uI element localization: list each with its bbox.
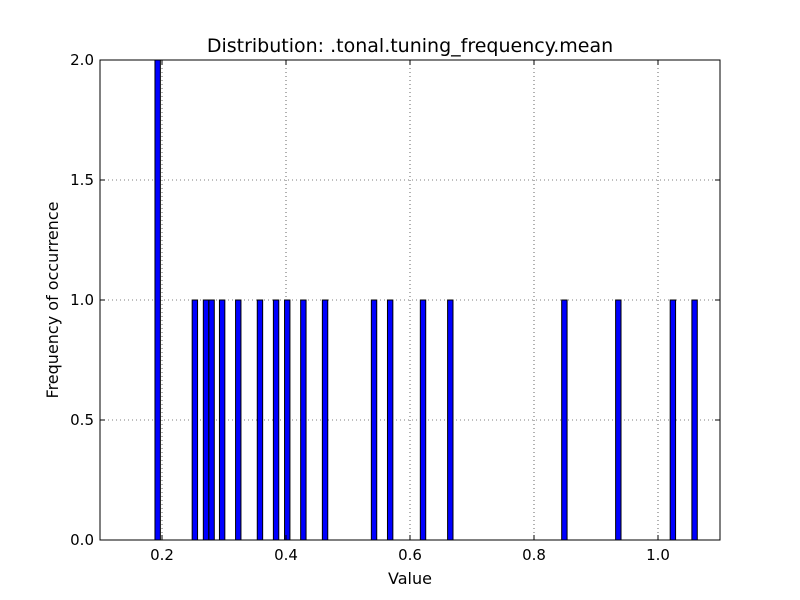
histogram-bar bbox=[208, 299, 215, 541]
y-tick-label: 1.5 bbox=[70, 171, 94, 189]
y-tick-label: 0.5 bbox=[70, 411, 94, 429]
x-tick-label: 0.6 bbox=[398, 546, 422, 564]
histogram-bar bbox=[202, 299, 210, 541]
y-tick-label: 0.0 bbox=[70, 531, 94, 549]
x-tick-label: 0.2 bbox=[150, 546, 174, 564]
histogram-bar bbox=[256, 299, 264, 541]
chart-title: Distribution: .tonal.tuning_frequency.me… bbox=[207, 35, 613, 57]
histogram-bar bbox=[386, 299, 394, 541]
axis-ticks bbox=[100, 59, 720, 541]
histogram-bar bbox=[370, 299, 378, 541]
histogram-bar bbox=[235, 299, 242, 541]
histogram-bar bbox=[191, 299, 199, 541]
histogram-bar bbox=[321, 299, 329, 541]
histogram-bar bbox=[669, 299, 677, 541]
x-tick-labels: 0.2 0.4 0.6 0.8 1.0 bbox=[150, 546, 670, 564]
histogram-bar bbox=[419, 299, 427, 541]
histogram-bar bbox=[218, 299, 226, 541]
histogram-bar bbox=[561, 299, 568, 541]
histogram-bar bbox=[154, 59, 161, 541]
histogram-bar bbox=[300, 299, 307, 541]
histogram-bar bbox=[691, 299, 698, 541]
y-tick-labels: 0.0 0.5 1.0 1.5 2.0 bbox=[70, 51, 94, 549]
y-tick-label: 2.0 bbox=[70, 51, 94, 69]
histogram-bar bbox=[284, 299, 291, 541]
x-tick-label: 0.4 bbox=[274, 546, 298, 564]
histogram-bar bbox=[447, 299, 454, 541]
y-tick-label: 1.0 bbox=[70, 291, 94, 309]
y-axis-label: Frequency of occurrence bbox=[43, 202, 62, 399]
histogram-bar bbox=[272, 299, 280, 541]
x-axis-label: Value bbox=[388, 569, 432, 588]
x-tick-label: 1.0 bbox=[646, 546, 670, 564]
x-tick-label: 0.8 bbox=[522, 546, 546, 564]
histogram-bar bbox=[615, 299, 622, 541]
